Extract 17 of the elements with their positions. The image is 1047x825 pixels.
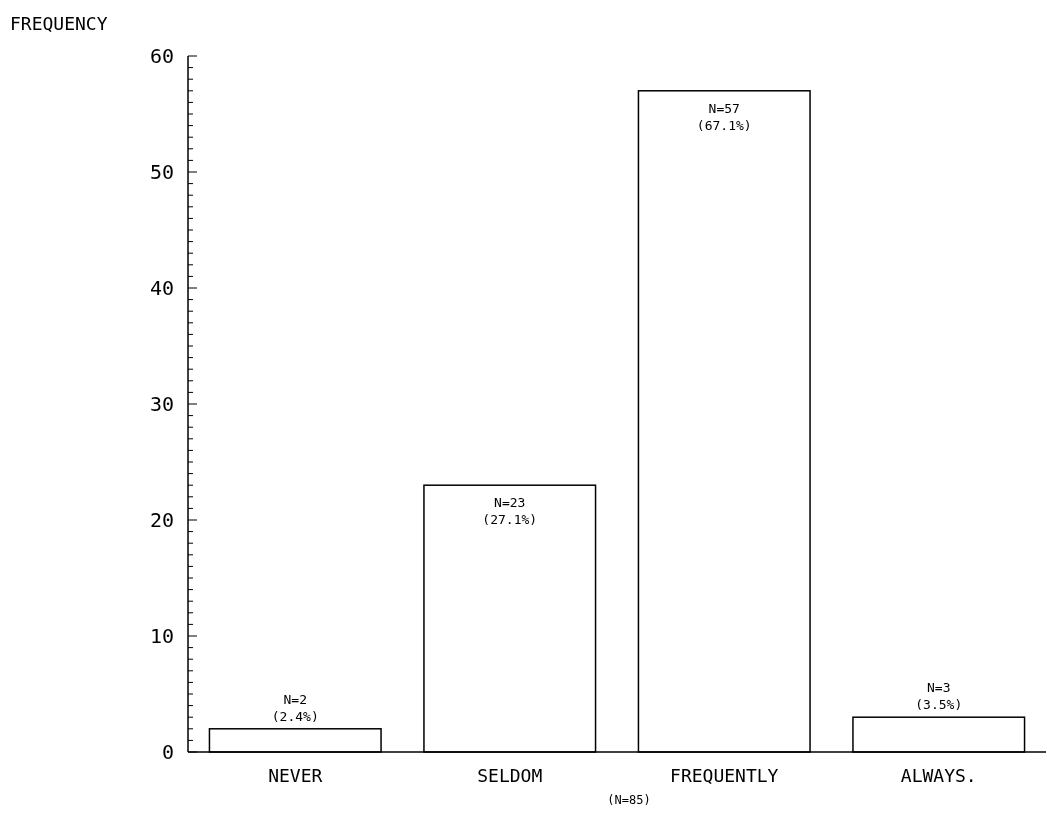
x-tick-label: FREQUENTLY xyxy=(670,765,779,786)
y-tick-label: 30 xyxy=(149,392,174,416)
x-tick-label: ALWAYS. xyxy=(900,765,977,786)
data-label: N=2 (2.4%) xyxy=(271,691,319,724)
y-tick-label: 10 xyxy=(149,624,174,648)
data-label: N=57 (67.1%) xyxy=(696,100,752,133)
x-tick-label: SELDOM xyxy=(477,765,543,786)
x-tick-label: NEVER xyxy=(268,765,323,786)
y-tick-label: 50 xyxy=(149,160,174,184)
y-axis-title: FREQUENCY xyxy=(10,13,108,34)
text: (N=85) xyxy=(607,793,651,807)
data-label: N=23 (27.1%) xyxy=(482,495,538,528)
data-label: N=3 (3.5%) xyxy=(915,680,963,713)
y-tick-label: 0 xyxy=(161,740,174,764)
y-tick-label: 20 xyxy=(149,508,174,532)
y-tick-label: 40 xyxy=(149,276,174,300)
y-tick-label: 60 xyxy=(149,44,174,68)
